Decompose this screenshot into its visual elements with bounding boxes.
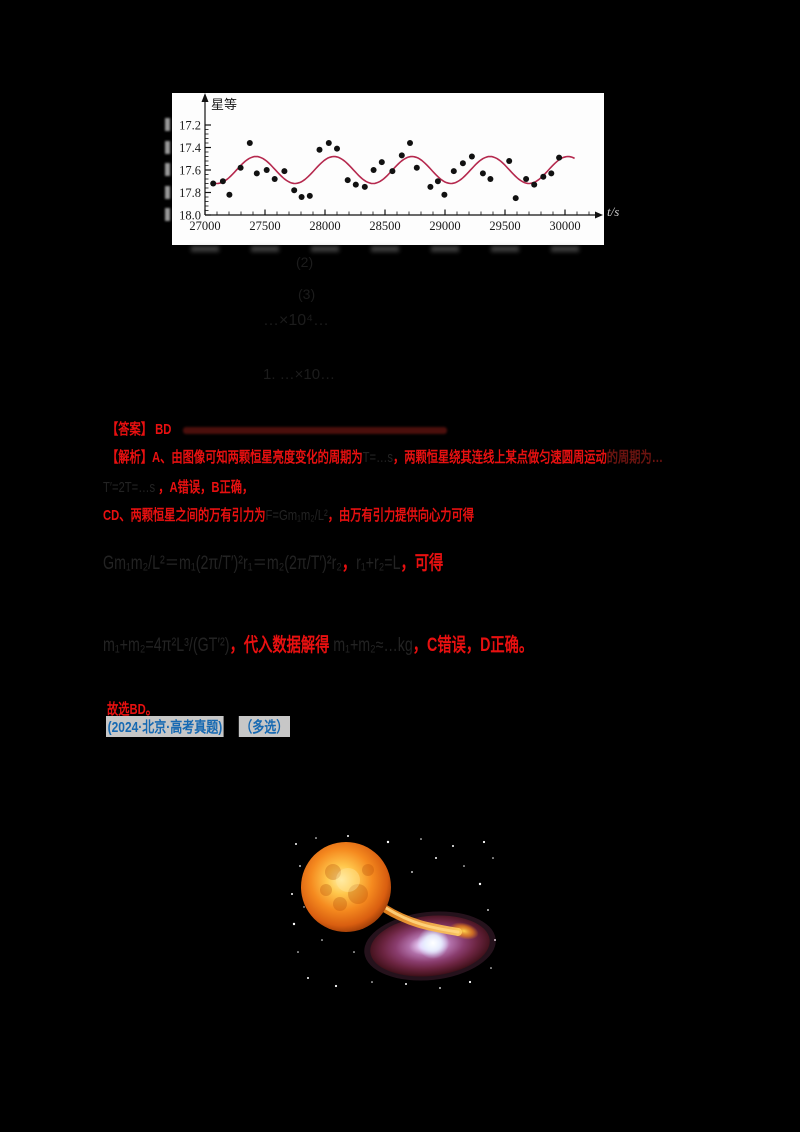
svg-text:17.6: 17.6 — [179, 164, 201, 178]
solution-segment: Gm₁m₂/L²＝m₁(2π/T′)²r₁＝m₂(2π/T′)²r₂ — [103, 553, 342, 574]
svg-text:27000: 27000 — [189, 219, 220, 233]
solution-segment: A、 — [152, 449, 172, 466]
multi-select-tag: （多选） — [238, 716, 290, 737]
label-fragment — [165, 208, 170, 221]
label-smudge — [251, 246, 279, 252]
solution-segment: CD、 — [103, 507, 131, 524]
solution-line: m₁+m₂=4π²L³/(GT′²)，代入数据解得 m₁+m₂≈…kg，C错误，… — [103, 630, 677, 657]
solution-segment: ，C错误，D正确。 — [412, 635, 534, 656]
solution-line: T′=2T=…s ，A错误，B正确， — [103, 476, 303, 497]
solution-segment: ，两颗恒星绕其连线上某点做匀速圆周运动 — [392, 449, 607, 466]
solution-segment: T=…s — [362, 449, 393, 466]
solution-segment: ，A错误，B正确， — [158, 479, 254, 496]
solution-segment: ，可得 — [400, 553, 444, 574]
solution-segment: 两颗恒星之间的万有引力为 — [130, 507, 266, 524]
solution-line: 【解析】A、由图像可知两颗恒星亮度变化的周期为T=…s，两颗恒星绕其连线上某点做… — [107, 446, 800, 467]
solution-segment: 故选BD。 — [107, 701, 158, 718]
svg-text:28000: 28000 — [309, 219, 340, 233]
label-smudge — [371, 246, 399, 252]
binary-star-figure — [288, 832, 502, 996]
solution-segment: r₁+r₂=L — [356, 553, 401, 574]
label-fragment — [165, 185, 170, 199]
solution-line: 【答案】 BD — [107, 418, 193, 439]
source-citation: (2024·北京·高考真题) — [106, 716, 224, 737]
white-dwarf-core — [417, 927, 449, 959]
light-curve-chart: 17.2 17.4 17.6 17.8 18.0 27000 27500 28000 28500… — [172, 93, 604, 245]
svg-text:18.0: 18.0 — [179, 209, 201, 223]
label-smudge — [491, 246, 519, 252]
solution-segment: BD — [152, 421, 172, 438]
starfield — [291, 835, 496, 989]
solution-segment: m₁+m₂=4π²L³/(GT′²) — [103, 635, 230, 656]
svg-text:星等: 星等 — [211, 97, 237, 112]
label-smudge — [431, 246, 459, 252]
svg-text:17.2: 17.2 — [179, 119, 201, 133]
donor-star — [301, 842, 391, 932]
faded-text-smear — [183, 427, 447, 434]
solution-segment: 【解析】 — [107, 449, 153, 466]
svg-text:30000: 30000 — [549, 219, 580, 233]
label-smudge — [551, 246, 579, 252]
faint-text-line: (2) — [296, 254, 314, 270]
svg-text:27500: 27500 — [249, 219, 280, 233]
solution-segment: ，代入数据解得 — [229, 635, 330, 656]
source-line: (2024·北京·高考真题) （多选） — [106, 716, 301, 737]
solution-segment: m₁+m₂≈…kg — [329, 635, 413, 656]
label-smudge — [311, 246, 339, 252]
faint-text-line: …×10⁴… — [263, 312, 330, 329]
gas-stream — [380, 904, 462, 936]
svg-text:17.8: 17.8 — [179, 186, 201, 200]
solution-segment: ， — [341, 553, 357, 574]
label-fragment — [165, 163, 170, 176]
label-smudge — [191, 246, 219, 252]
svg-text:28500: 28500 — [369, 219, 400, 233]
label-fragment — [165, 118, 170, 131]
solution-segment: F=Gm₁m₂/L² — [265, 507, 328, 524]
solution-segment: 由图像可知两颗恒星亮度变化的周期为 — [171, 449, 363, 466]
faint-text-line: 1. …×10… — [263, 366, 336, 383]
svg-text:17.4: 17.4 — [179, 141, 202, 155]
x-axis-unit-label: t/s — [607, 204, 620, 219]
svg-text:29500: 29500 — [489, 219, 520, 233]
solution-segment: T′=2T=…s — [103, 479, 159, 496]
solution-segment: 的周期为… — [606, 449, 664, 466]
solution-segment: 【答案】 — [107, 421, 153, 438]
solution-line: 故选BD。 — [107, 698, 174, 719]
label-fragment — [165, 140, 170, 154]
svg-text:29000: 29000 — [429, 219, 460, 233]
faint-text-line: (3) — [298, 286, 316, 302]
solution-line: Gm₁m₂/L²＝m₁(2π/T′)²r₁＝m₂(2π/T′)²r₂，r₁+r₂… — [103, 548, 557, 575]
solution-line: CD、两颗恒星之间的万有引力为F=Gm₁m₂/L²，由万有引力提供向心力可得 — [103, 504, 598, 525]
solution-segment: ，由万有引力提供向心力可得 — [327, 507, 475, 524]
